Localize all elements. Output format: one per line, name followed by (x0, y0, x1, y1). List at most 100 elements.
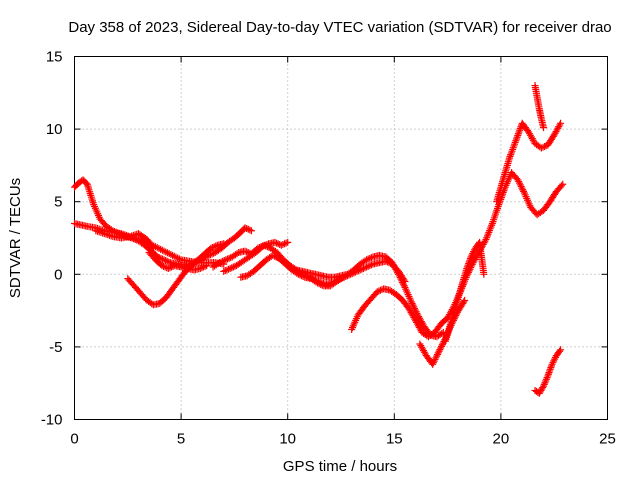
series-track-n (531, 82, 548, 132)
data-point-marker (556, 121, 564, 129)
data-point-marker (273, 239, 281, 247)
data-point-marker (542, 377, 550, 385)
data-point-marker (207, 244, 215, 252)
data-point-marker (520, 187, 528, 195)
series-track-g (220, 238, 292, 275)
data-point-marker (518, 184, 526, 192)
data-point-marker (480, 270, 488, 278)
data-point-marker (544, 372, 552, 380)
x-tick-label: 5 (177, 431, 185, 448)
data-point-marker (408, 300, 416, 308)
data-point-marker (223, 266, 231, 274)
data-point-marker (376, 286, 384, 294)
data-point-marker (247, 227, 255, 235)
data-point-marker (434, 349, 442, 357)
data-point-marker (261, 241, 269, 249)
data-point-marker (359, 264, 367, 272)
data-point-marker (217, 258, 225, 266)
x-tick-label: 10 (279, 431, 296, 448)
data-point-marker (364, 262, 372, 270)
data-point-marker (243, 248, 251, 256)
data-point-marker (517, 182, 525, 190)
data-point-marker (166, 264, 174, 272)
data-point-marker (219, 257, 227, 265)
data-point-marker (544, 370, 552, 378)
data-point-marker (412, 308, 420, 316)
data-point-marker (541, 379, 549, 387)
data-point-marker (437, 342, 445, 350)
data-point-marker (358, 265, 366, 273)
series-track-j (348, 169, 567, 341)
data-point-marker (149, 244, 157, 252)
series-track-a (71, 176, 255, 270)
data-point-marker (229, 263, 237, 271)
data-point-marker (281, 240, 289, 248)
data-point-marker (557, 346, 565, 354)
data-point-marker (220, 267, 228, 275)
x-tick-label: 25 (599, 431, 616, 448)
data-point-marker (460, 298, 468, 306)
data-point-marker (196, 264, 204, 272)
data-point-marker (158, 255, 166, 263)
data-point-marker (519, 186, 527, 194)
data-point-marker (466, 256, 474, 264)
data-point-marker (233, 250, 241, 258)
data-point-marker (436, 346, 444, 354)
data-point-marker (429, 360, 437, 368)
data-point-marker (547, 364, 555, 372)
data-point-marker (394, 269, 402, 277)
series-track-e (145, 249, 211, 274)
data-point-marker (263, 241, 271, 249)
data-point-marker (226, 264, 234, 272)
data-point-marker (396, 274, 404, 282)
x-axis-label: GPS time / hours (283, 458, 397, 475)
data-point-marker (260, 242, 268, 250)
data-point-marker (541, 143, 549, 151)
data-point-marker (463, 263, 471, 271)
data-point-marker (557, 119, 565, 127)
x-tick-label: 15 (386, 431, 403, 448)
data-point-marker (410, 303, 418, 311)
data-point-marker (148, 243, 156, 251)
data-point-marker (209, 243, 217, 251)
data-point-marker (162, 257, 170, 265)
y-axis-label: SDTVAR / TECUs (7, 178, 24, 298)
data-point-marker (400, 282, 408, 290)
data-point-marker (367, 261, 375, 269)
data-point-marker (547, 362, 555, 370)
data-point-marker (315, 280, 323, 288)
data-point-marker (282, 239, 290, 247)
data-point-marker (221, 267, 229, 275)
data-point-marker (243, 225, 251, 233)
data-point-marker (198, 264, 206, 272)
data-point-marker (199, 263, 207, 271)
grid-lines (74, 56, 608, 420)
series-track-h (237, 251, 347, 290)
data-point-marker (432, 354, 440, 362)
data-point-marker (375, 287, 383, 295)
data-point-marker (413, 309, 421, 317)
data-point-marker (409, 301, 417, 309)
data-point-marker (516, 179, 524, 187)
data-point-marker (161, 263, 169, 271)
series-track-o (531, 346, 565, 397)
data-point-marker (222, 256, 230, 264)
data-point-marker (373, 288, 381, 296)
data-point-marker (461, 296, 469, 304)
x-tick-label: 20 (493, 431, 510, 448)
data-point-marker (546, 365, 554, 373)
data-point-marker (435, 347, 443, 355)
data-point-marker (557, 182, 565, 190)
data-point-marker (363, 256, 371, 264)
data-point-marker (465, 258, 473, 266)
data-point-marker (225, 254, 233, 262)
data-point-marker (158, 262, 166, 270)
y-axis-ticks: -10 -5 0 5 10 15 (41, 49, 608, 429)
data-point-marker (540, 380, 548, 388)
y-tick-label: 5 (54, 194, 62, 211)
data-point-marker (556, 347, 564, 355)
x-tick-label: 0 (70, 431, 78, 448)
data-point-marker (514, 176, 522, 184)
y-tick-label: 10 (46, 121, 63, 138)
